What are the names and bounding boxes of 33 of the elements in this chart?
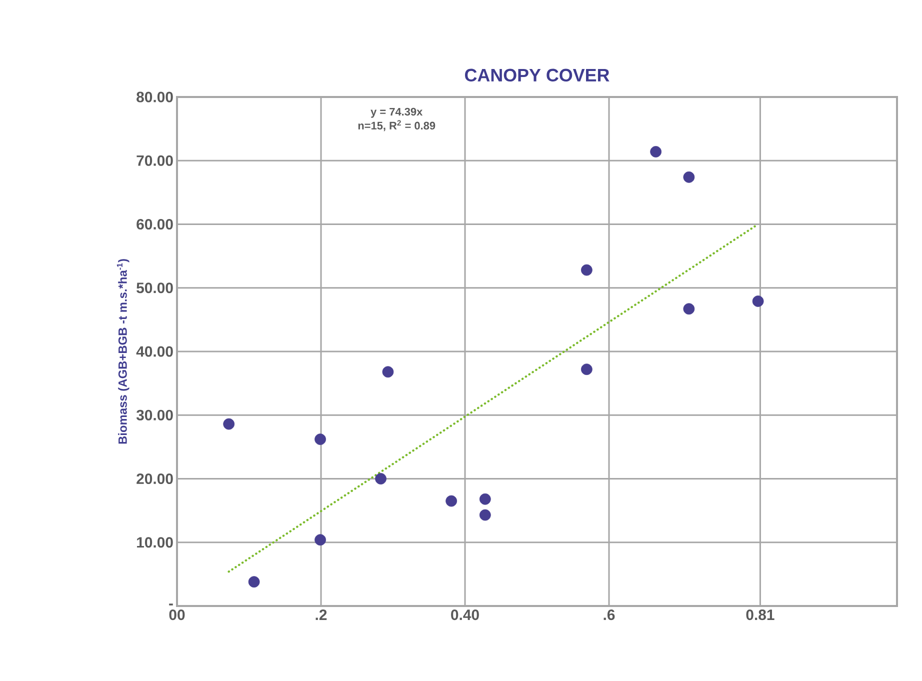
y-tick-label: 10.00 — [137, 537, 173, 548]
y-tick-label: 70.00 — [136, 155, 173, 166]
y-tick-label: 30.00 — [136, 410, 173, 420]
x-tick-label: .6 — [604, 610, 615, 620]
y-tick-label: - — [169, 604, 173, 606]
point — [382, 366, 394, 378]
chart-title: CANOPY COVER — [465, 68, 610, 82]
point — [752, 296, 764, 307]
point — [580, 264, 592, 276]
point — [683, 171, 695, 183]
x-tick-label: 0.81 — [746, 610, 774, 620]
point — [479, 493, 491, 505]
point — [375, 473, 386, 484]
y-tick-label: 20.00 — [136, 473, 173, 484]
y-tick-label: 40.00 — [136, 346, 173, 357]
point — [683, 303, 695, 315]
point — [479, 509, 491, 521]
annotation: y = 74.39x — [370, 108, 423, 118]
y-tick-label: 80.00 — [136, 92, 173, 102]
point — [314, 434, 326, 445]
point — [580, 364, 592, 376]
point — [248, 576, 260, 588]
x-tick-label: 00 — [169, 610, 185, 620]
y-axis-title: Biomass (AGB+BGB -t m.s.*ha$^{-1}$) — [116, 259, 130, 444]
annotation: n=15, R$^{2}$ = 0.89 — [358, 120, 436, 132]
x-tick-label: 0.40 — [451, 610, 479, 620]
point — [314, 534, 326, 546]
y-tick-label: 50.00 — [136, 282, 173, 294]
x-tick-label: .2 — [316, 610, 327, 620]
point — [650, 146, 662, 158]
y-tick-label: 60.00 — [136, 218, 173, 230]
point — [223, 418, 235, 430]
point — [446, 495, 458, 507]
